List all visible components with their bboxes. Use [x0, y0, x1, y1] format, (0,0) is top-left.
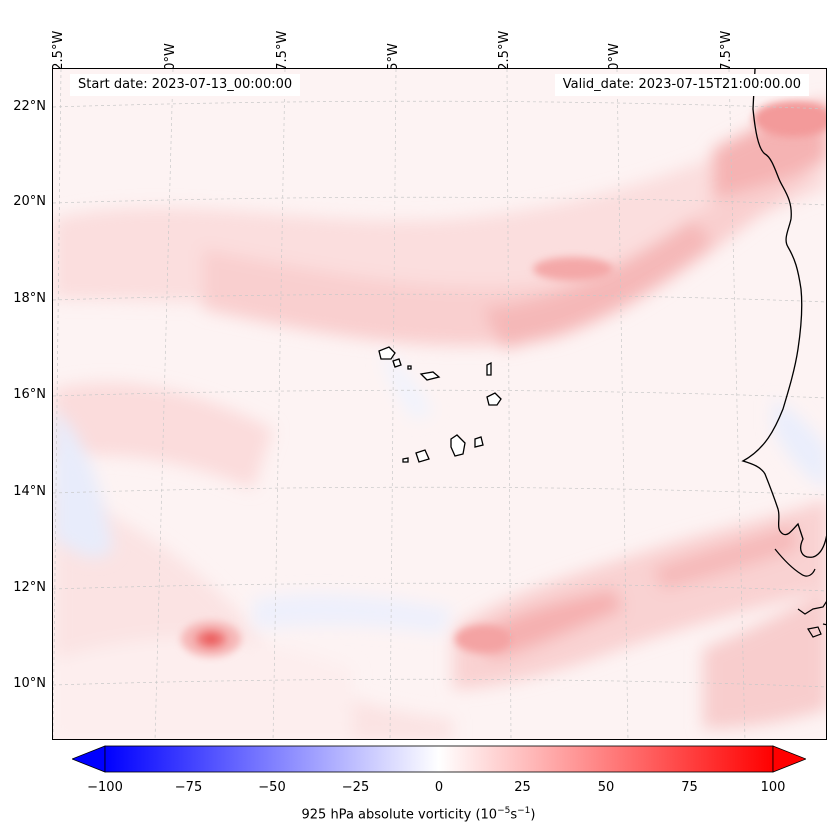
- vorticity-map: [52, 68, 827, 740]
- gridline-lon-30w: [154, 69, 174, 739]
- island-santo-antao: [378, 346, 396, 360]
- colorbar-units-suffix: ): [530, 807, 536, 823]
- island-maio: [474, 436, 484, 448]
- bijagos-islands: [807, 623, 826, 638]
- colorbar: [70, 744, 808, 774]
- colorbar-title: 925 hPa absolute vorticity (10−5s−1): [0, 806, 837, 822]
- island-santa-luzia: [407, 365, 412, 370]
- lat-label-10n: 10°N: [13, 676, 46, 691]
- colorbar-tick-minus-75: −75: [174, 780, 203, 795]
- start-date-label: Start date: 2023-07-13_00:00:00: [70, 74, 301, 96]
- colorbar-tick-100: 100: [760, 780, 786, 795]
- colorbar-tick-50: 50: [597, 780, 615, 795]
- island-brava: [402, 457, 409, 463]
- colorbar-units-mid: s: [510, 807, 518, 823]
- colorbar-extend-low: [70, 745, 106, 773]
- vorticity-maximum: [181, 101, 826, 657]
- colorbar-units-exp2: −1: [517, 806, 531, 816]
- colorbar-svg: [70, 745, 808, 773]
- coastline-south: [797, 601, 826, 615]
- lat-label-18n: 18°N: [13, 291, 46, 306]
- island-sal: [486, 361, 492, 376]
- gridline-lon-27-5w: [272, 69, 286, 739]
- island-boa-vista: [486, 392, 502, 406]
- colorbar-tick-minus-100: −100: [87, 780, 123, 795]
- colorbar-units-exp1: −5: [497, 806, 511, 816]
- lat-label-14n: 14°N: [13, 484, 46, 499]
- gridline-lon-20w: [616, 69, 629, 739]
- colorbar-tick-25: 25: [514, 780, 531, 795]
- island-santiago: [450, 434, 466, 457]
- island-fogo: [415, 449, 430, 463]
- lat-label-20n: 20°N: [13, 194, 46, 209]
- colorbar-tick-75: 75: [681, 780, 698, 795]
- map-field-svg: [53, 69, 826, 739]
- gridline-lon-17-5w: [728, 69, 746, 739]
- negative-vorticity-shading: [53, 349, 826, 634]
- gridline-lon-25w: [389, 69, 397, 739]
- coastline-detail: [774, 548, 816, 577]
- gridline-lon-32-5w: [53, 69, 62, 739]
- colorbar-gradient: [104, 745, 774, 773]
- gridline-lon-22-5w: [506, 69, 512, 739]
- valid-date-label: Valid_date: 2023-07-15T21:00:00.00: [554, 74, 809, 96]
- colorbar-units-prefix: (10: [475, 807, 498, 823]
- cape-verde-islands: [378, 346, 502, 463]
- colorbar-tick-minus-25: −25: [341, 780, 370, 795]
- colorbar-tick-minus-50: −50: [258, 780, 286, 795]
- colorbar-variable: 925 hPa absolute vorticity: [301, 807, 472, 823]
- colorbar-extend-high: [772, 745, 808, 773]
- colorbar-tick-0: 0: [434, 780, 444, 795]
- lat-label-22n: 22°N: [13, 99, 46, 114]
- graticule: [53, 69, 826, 739]
- african-coastline: [741, 69, 826, 558]
- lat-label-12n: 12°N: [13, 580, 46, 595]
- island-sao-nicolau: [419, 371, 441, 381]
- island-sao-vicente: [392, 358, 402, 368]
- lat-label-16n: 16°N: [13, 387, 46, 402]
